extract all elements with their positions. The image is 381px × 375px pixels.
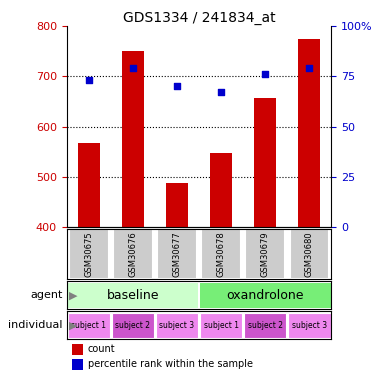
Point xyxy=(262,71,268,77)
Bar xyxy=(157,229,197,279)
Text: subject 1: subject 1 xyxy=(71,321,106,330)
Text: GSM30676: GSM30676 xyxy=(128,231,138,277)
Bar xyxy=(156,313,198,338)
Text: GSM30679: GSM30679 xyxy=(261,231,270,277)
Text: ▶: ▶ xyxy=(69,290,77,300)
Bar xyxy=(166,183,188,227)
Bar xyxy=(298,39,320,227)
Bar xyxy=(72,344,83,355)
Text: agent: agent xyxy=(30,290,63,300)
Bar xyxy=(254,98,276,227)
Text: subject 2: subject 2 xyxy=(248,321,283,330)
Bar xyxy=(245,229,285,279)
Bar xyxy=(201,229,241,279)
Text: GSM30678: GSM30678 xyxy=(217,231,226,277)
Bar xyxy=(69,229,109,279)
Bar xyxy=(67,313,110,338)
Bar xyxy=(78,142,100,227)
Text: subject 3: subject 3 xyxy=(292,321,327,330)
Point xyxy=(130,65,136,71)
Bar xyxy=(113,229,153,279)
Bar xyxy=(244,313,287,338)
Text: percentile rank within the sample: percentile rank within the sample xyxy=(88,359,253,369)
Text: subject 2: subject 2 xyxy=(115,321,150,330)
Point xyxy=(306,65,312,71)
Bar xyxy=(200,283,331,308)
Bar xyxy=(122,51,144,227)
Text: oxandrolone: oxandrolone xyxy=(227,289,304,302)
Bar xyxy=(210,153,232,227)
Bar xyxy=(112,313,154,338)
Point xyxy=(86,77,92,83)
Text: count: count xyxy=(88,344,115,354)
Bar xyxy=(290,229,329,279)
Text: GSM30680: GSM30680 xyxy=(305,231,314,277)
Text: subject 3: subject 3 xyxy=(159,321,195,330)
Text: GSM30677: GSM30677 xyxy=(173,231,181,277)
Bar xyxy=(67,283,198,308)
Bar xyxy=(200,313,242,338)
Text: subject 1: subject 1 xyxy=(203,321,239,330)
Text: individual: individual xyxy=(8,320,63,330)
Text: ▶: ▶ xyxy=(69,320,77,330)
Bar xyxy=(72,359,83,370)
Text: GSM30675: GSM30675 xyxy=(84,231,93,277)
Title: GDS1334 / 241834_at: GDS1334 / 241834_at xyxy=(123,11,275,25)
Point xyxy=(218,90,224,96)
Text: baseline: baseline xyxy=(107,289,159,302)
Point xyxy=(174,84,180,90)
Bar xyxy=(288,313,331,338)
